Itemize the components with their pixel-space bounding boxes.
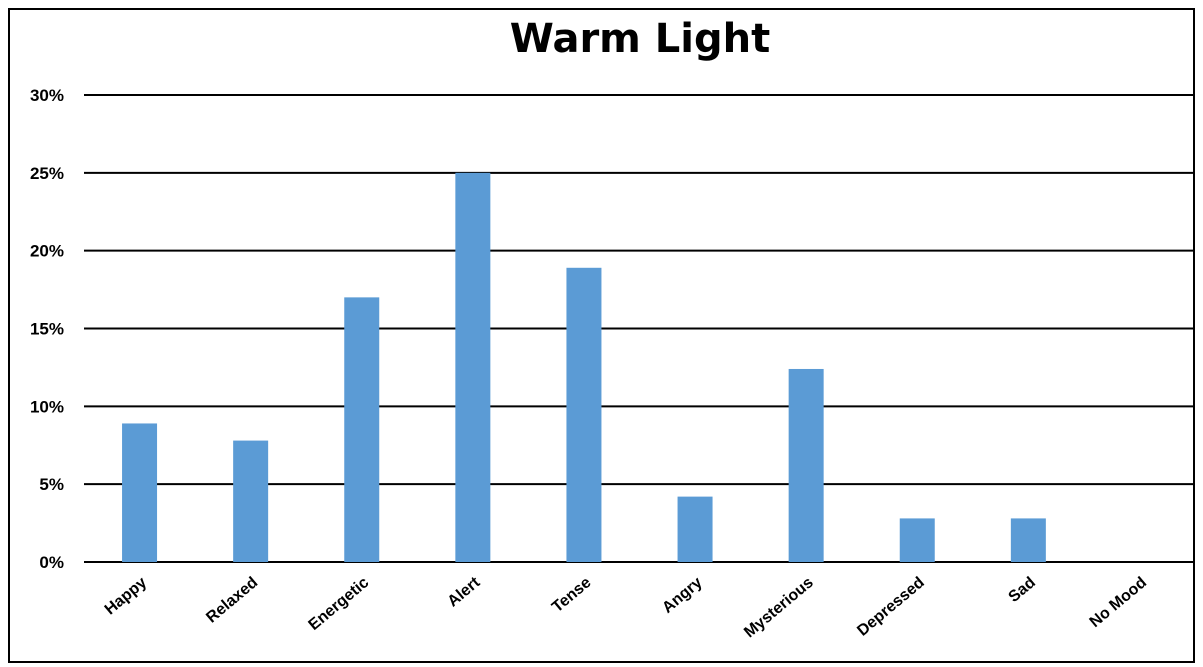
y-tick-label: 10% [30, 397, 64, 416]
bar-mysterious [788, 368, 824, 562]
x-tick-label: No Mood [1087, 574, 1150, 631]
x-tick-label: Tense [549, 574, 595, 616]
y-tick-label: 0% [39, 553, 64, 572]
y-tick-label: 5% [39, 475, 64, 494]
bar-depressed [899, 518, 935, 562]
bar-relaxed [233, 440, 269, 562]
bar-angry [677, 496, 713, 562]
bars [122, 172, 1046, 563]
bar-happy [122, 423, 158, 562]
chart-frame [8, 8, 1195, 663]
y-tick-label: 20% [30, 242, 64, 261]
x-tick-label: Energetic [306, 574, 373, 634]
x-tick-label: Depressed [854, 574, 928, 640]
bar-sad [1010, 518, 1046, 562]
x-tick-label: Happy [102, 574, 150, 619]
y-tick-label: 25% [30, 164, 64, 183]
y-tick-label: 30% [30, 86, 64, 105]
bar-tense [566, 267, 602, 562]
x-axis-ticks: Happy Relaxed Energetic Alert Tense Angry Myst… [102, 574, 1150, 642]
bar-energetic [344, 297, 380, 562]
bar-alert [455, 172, 491, 563]
x-tick-label: Sad [1006, 574, 1039, 606]
gridlines [84, 94, 1195, 563]
x-tick-label: Relaxed [203, 574, 261, 626]
x-tick-label: Alert [445, 574, 484, 611]
chart-title: Warm Light [510, 16, 770, 62]
x-tick-label: Angry [659, 574, 705, 617]
x-tick-label: Mysterious [741, 574, 817, 641]
y-axis-ticks: 0% 5% 10% 15% 20% 25% 30% [30, 86, 64, 572]
y-tick-label: 15% [30, 320, 64, 339]
